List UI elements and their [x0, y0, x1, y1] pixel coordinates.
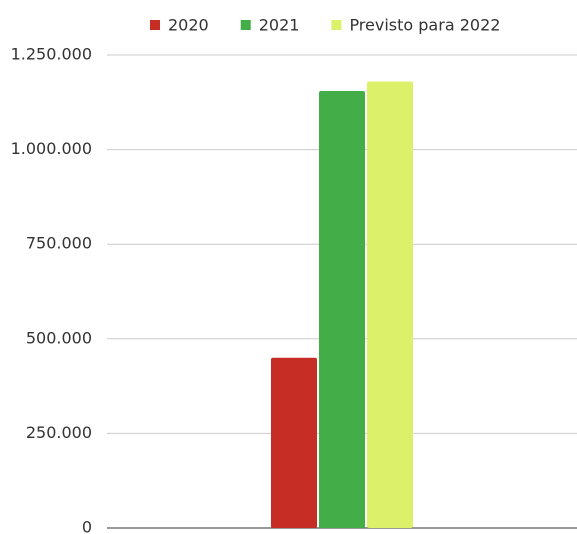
legend-swatch — [331, 20, 342, 30]
legend-swatch — [240, 20, 251, 30]
bar — [271, 357, 317, 528]
legend-label: 2020 — [168, 16, 209, 35]
y-tick-label: 750.000 — [26, 234, 92, 253]
y-tick-label: 1.000.000 — [11, 139, 92, 158]
legend-swatch — [150, 20, 160, 30]
bar — [367, 81, 413, 528]
y-tick-label: 250.000 — [26, 423, 92, 442]
bar — [319, 90, 365, 528]
legend-label: 2021 — [259, 16, 300, 35]
legend-label: Previsto para 2022 — [349, 16, 500, 35]
y-tick-label: 500.000 — [26, 328, 92, 347]
y-tick-label: 1.250.000 — [11, 45, 92, 64]
y-tick-label: 0 — [82, 518, 92, 534]
